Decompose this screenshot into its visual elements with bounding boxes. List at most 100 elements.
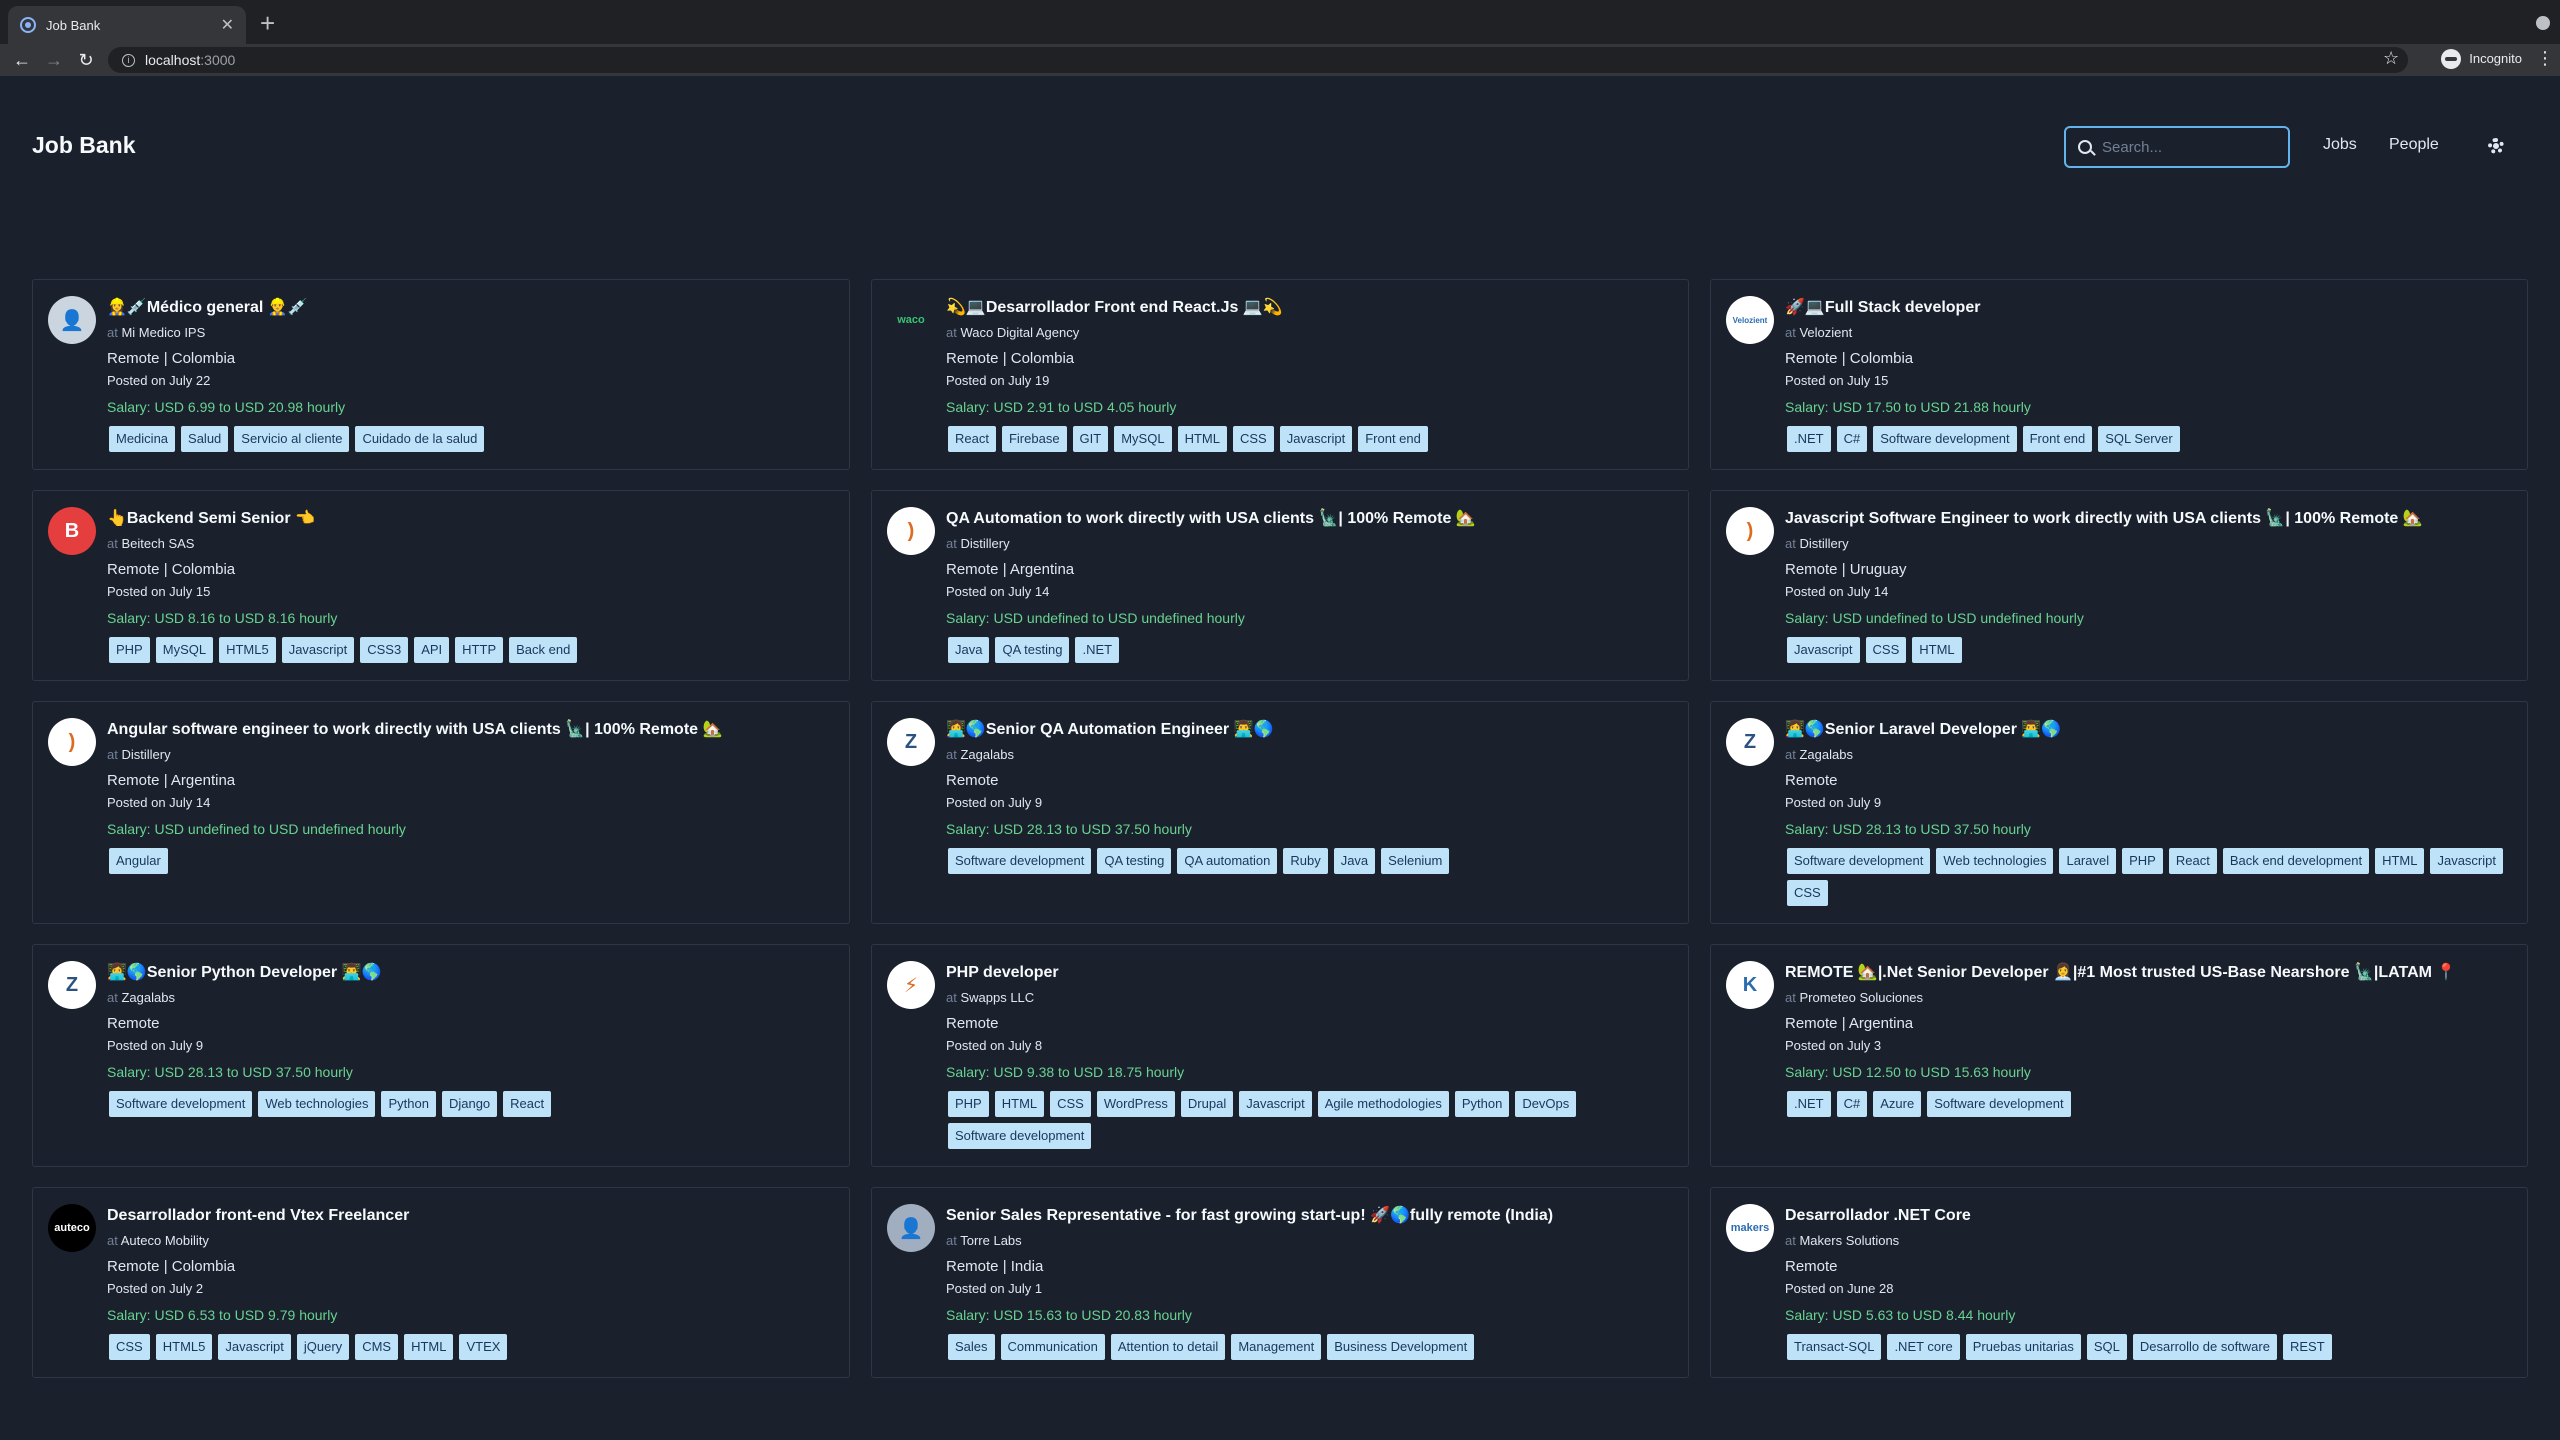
job-title[interactable]: 💫💻Desarrollador Front end React.Js 💻💫	[946, 299, 1283, 316]
skill-tag: Desarrollo de software	[2132, 1334, 2277, 1360]
skill-tag: WordPress	[1096, 1091, 1175, 1117]
company-line: at Distillery	[1785, 536, 2510, 551]
job-location: Remote | Uruguay	[1785, 561, 1907, 578]
job-card[interactable]: 👤 Senior Sales Representative - for fast…	[871, 1187, 1689, 1378]
job-card[interactable]: Velozient 🚀💻Full Stack developer at Velo…	[1710, 279, 2528, 470]
job-location: Remote	[946, 772, 999, 789]
company-logo: Z	[887, 718, 935, 766]
job-card[interactable]: K REMOTE 🏡|.Net Senior Developer 👩‍💼|#1 …	[1710, 944, 2528, 1167]
job-card[interactable]: Z 👩‍💻🌎Senior Laravel Developer 👨‍💻🌎 at Z…	[1710, 701, 2528, 924]
job-salary: Salary: USD 9.38 to USD 18.75 hourly	[946, 1064, 1185, 1080]
skill-tags: PHP MySQL HTML5 Javascript CSS3 API HTTP Back e…	[107, 637, 832, 663]
skill-tag: .NET	[1075, 637, 1120, 663]
skill-tag: PHP	[109, 637, 150, 663]
job-card[interactable]: Z 👩‍💻🌎Senior QA Automation Engineer 👨‍💻🌎…	[871, 701, 1689, 924]
skill-tag: Javascript	[1279, 426, 1353, 452]
job-title[interactable]: REMOTE 🏡|.Net Senior Developer 👩‍💼|#1 Mo…	[1785, 964, 2457, 981]
job-title[interactable]: QA Automation to work directly with USA …	[946, 510, 1476, 527]
job-card[interactable]: ⚡ PHP developer at Swapps LLC Remote Pos…	[871, 944, 1689, 1167]
forward-icon[interactable]: →	[45, 49, 63, 70]
job-title[interactable]: Desarrollador .NET Core	[1785, 1207, 1971, 1224]
job-posted-date: Posted on July 3	[1785, 1038, 1882, 1053]
window-control-icon[interactable]	[2536, 16, 2550, 30]
job-location: Remote | India	[946, 1258, 1044, 1275]
browser-menu-icon[interactable]: ⋮	[2536, 48, 2554, 68]
theme-toggle-button[interactable]	[2480, 130, 2512, 162]
company-logo-text: )	[1746, 519, 1754, 542]
job-posted-date: Posted on July 9	[107, 1038, 204, 1053]
skill-tag: Back end development	[2222, 848, 2370, 874]
company-logo: )	[48, 718, 96, 766]
skill-tags: Angular	[107, 848, 832, 874]
job-salary: Salary: USD 17.50 to USD 21.88 hourly	[1785, 399, 2031, 415]
job-title[interactable]: Angular software engineer to work direct…	[107, 721, 723, 738]
job-title[interactable]: Desarrollador front-end Vtex Freelancer	[107, 1207, 410, 1224]
job-title[interactable]: 👩‍💻🌎Senior Python Developer 👨‍💻🌎	[107, 964, 382, 981]
company-logo: 👤	[48, 296, 96, 344]
company-at-label: at	[107, 1233, 118, 1248]
job-card[interactable]: makers Desarrollador .NET Core at Makers…	[1710, 1187, 2528, 1378]
skill-tag: Laravel	[2059, 848, 2117, 874]
job-card[interactable]: 👤 👷‍♀️💉Médico general 👷‍♂️💉 at Mi Medico…	[32, 279, 850, 470]
skill-tag: HTML	[2375, 848, 2425, 874]
company-logo-text: Z	[1743, 730, 1757, 753]
job-posted-date: Posted on June 28	[1785, 1281, 1894, 1296]
job-card[interactable]: ) QA Automation to work directly with US…	[871, 490, 1689, 681]
nav-jobs-link[interactable]: Jobs	[2323, 136, 2357, 153]
url-port: :3000	[200, 52, 236, 68]
job-card[interactable]: waco 💫💻Desarrollador Front end React.Js …	[871, 279, 1689, 470]
tab-close-icon[interactable]: ✕	[220, 17, 234, 34]
skill-tag: QA testing	[995, 637, 1070, 663]
job-title[interactable]: 👷‍♀️💉Médico general 👷‍♂️💉	[107, 299, 308, 316]
job-card[interactable]: B 👆Backend Semi Senior 👈 at Beitech SAS …	[32, 490, 850, 681]
skill-tag: VTEX	[459, 1334, 508, 1360]
job-title[interactable]: Javascript Software Engineer to work dir…	[1785, 510, 2423, 527]
job-card[interactable]: ) Javascript Software Engineer to work d…	[1710, 490, 2528, 681]
skill-tag: CSS	[1865, 637, 1907, 663]
job-posted-date: Posted on July 2	[107, 1281, 204, 1296]
job-card[interactable]: auteco Desarrollador front-end Vtex Free…	[32, 1187, 850, 1378]
incognito-indicator[interactable]: Incognito	[2441, 48, 2522, 69]
job-title[interactable]: 👆Backend Semi Senior 👈	[107, 510, 315, 527]
company-logo: Z	[48, 961, 96, 1009]
skill-tag: Ruby	[1283, 848, 1328, 874]
nav-people-link[interactable]: People	[2389, 136, 2439, 153]
skill-tag: Front end	[2022, 426, 2093, 452]
job-salary: Salary: USD 12.50 to USD 15.63 hourly	[1785, 1064, 2031, 1080]
incognito-label: Incognito	[2469, 51, 2522, 66]
site-info-icon[interactable]: i	[122, 53, 135, 67]
job-title[interactable]: 👩‍💻🌎Senior QA Automation Engineer 👨‍💻🌎	[946, 721, 1274, 738]
job-title[interactable]: 🚀💻Full Stack developer	[1785, 299, 1981, 316]
reload-icon[interactable]: ↻	[78, 49, 94, 70]
new-tab-icon[interactable]: +	[260, 8, 276, 38]
company-line: at Swapps LLC	[946, 990, 1671, 1005]
job-card[interactable]: ) Angular software engineer to work dire…	[32, 701, 850, 924]
job-location: Remote | Argentina	[107, 772, 236, 789]
skill-tag: Management	[1231, 1334, 1322, 1360]
search-input[interactable]	[2102, 138, 2282, 156]
job-location: Remote | Colombia	[107, 350, 236, 367]
sun-icon	[2488, 138, 2504, 154]
job-salary: Salary: USD 15.63 to USD 20.83 hourly	[946, 1307, 1192, 1323]
job-title[interactable]: PHP developer	[946, 964, 1059, 981]
job-card[interactable]: Z 👩‍💻🌎Senior Python Developer 👨‍💻🌎 at Za…	[32, 944, 850, 1167]
skill-tag: SQL Server	[2098, 426, 2180, 452]
skill-tags: Medicina Salud Servicio al cliente Cuidado …	[107, 426, 832, 452]
company-at-label: at	[946, 536, 957, 551]
skill-tag: Azure	[1873, 1091, 1922, 1117]
company-line: at Waco Digital Agency	[946, 325, 1671, 340]
job-title[interactable]: Senior Sales Representative - for fast g…	[946, 1207, 1554, 1224]
search-box[interactable]	[2064, 126, 2290, 168]
incognito-icon	[2441, 48, 2462, 69]
skill-tag: CSS	[1232, 426, 1274, 452]
address-bar[interactable]: i localhost:3000	[108, 47, 2408, 73]
browser-tab[interactable]: Job Bank ✕	[8, 6, 246, 44]
back-icon[interactable]: ←	[13, 49, 31, 70]
skill-tag: SQL	[2086, 1334, 2127, 1360]
job-title[interactable]: 👩‍💻🌎Senior Laravel Developer 👨‍💻🌎	[1785, 721, 2062, 738]
skill-tag: Software development	[948, 848, 1092, 874]
bookmark-star-icon[interactable]: ☆	[2383, 48, 2400, 68]
company-line: at Torre Labs	[946, 1233, 1671, 1248]
skill-tag: HTML5	[219, 637, 276, 663]
skill-tag: Java	[1333, 848, 1376, 874]
